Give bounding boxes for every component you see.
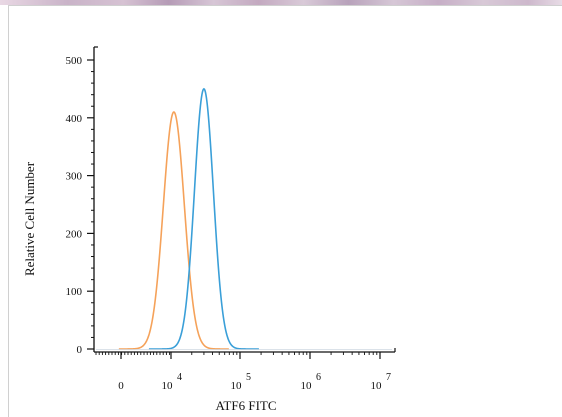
y-tick-label: 500 bbox=[66, 55, 83, 67]
top-image-strip bbox=[0, 0, 562, 5]
x-tick-exponent: 6 bbox=[316, 372, 321, 383]
x-tick-label: 10 bbox=[371, 380, 383, 392]
x-tick-exponent: 7 bbox=[386, 372, 391, 383]
x-tick-exponent: 5 bbox=[246, 372, 251, 383]
histogram-series-1 bbox=[118, 111, 229, 350]
series-layer bbox=[96, 87, 392, 350]
x-tick-label: 10 bbox=[231, 380, 243, 392]
x-axis-label: ATF6 FITC bbox=[215, 398, 276, 413]
frame-top-border bbox=[8, 5, 562, 6]
histogram-series-2 bbox=[148, 87, 259, 350]
x-tick-label: 0 bbox=[118, 380, 124, 392]
x-tick-exponent: 4 bbox=[177, 372, 182, 383]
y-tick-label: 100 bbox=[66, 286, 83, 298]
y-axis: 0 100 200 300 400 500 bbox=[66, 46, 98, 356]
y-axis-label: Relative Cell Number bbox=[22, 161, 37, 276]
y-tick-label: 300 bbox=[66, 171, 83, 183]
y-tick-label: 0 bbox=[77, 344, 83, 356]
y-tick-label: 200 bbox=[66, 228, 83, 240]
x-tick-label: 10 bbox=[301, 380, 313, 392]
x-tick-label: 10 bbox=[162, 380, 174, 392]
frame-left-border bbox=[8, 5, 9, 417]
y-tick-label: 400 bbox=[66, 113, 83, 125]
